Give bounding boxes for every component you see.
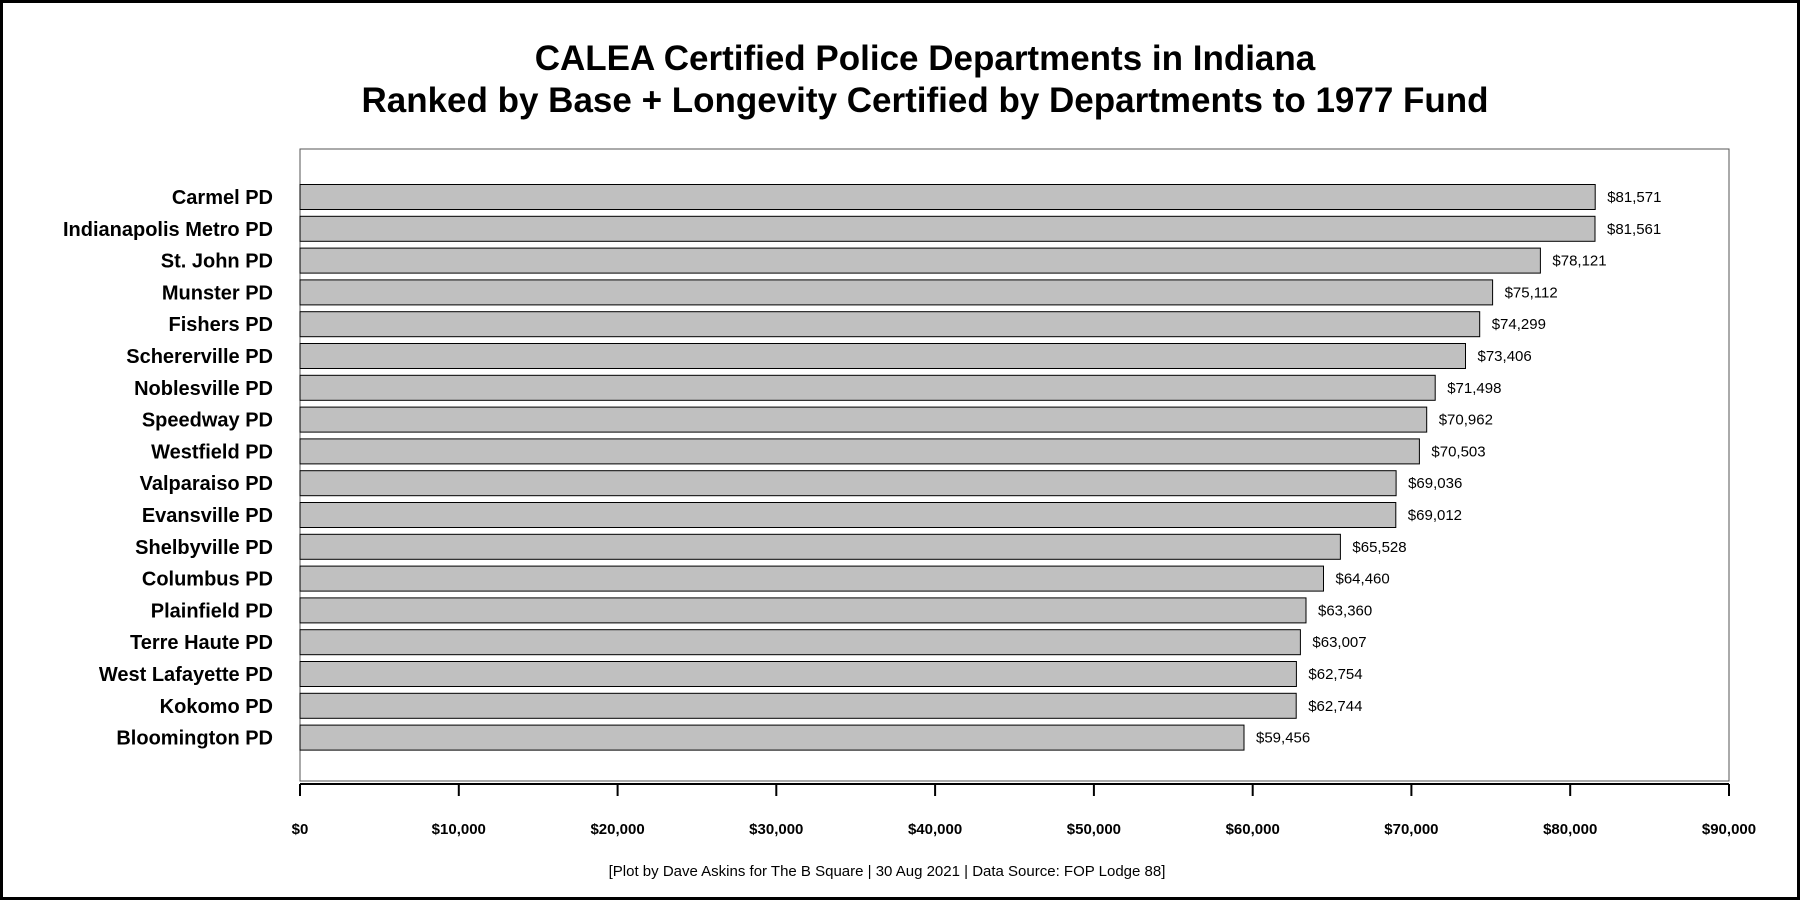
value-label: $81,571 [1607, 189, 1661, 206]
category-label: Munster PD [162, 282, 273, 304]
bar [299, 215, 1596, 242]
bar [299, 184, 1596, 210]
category-label: Columbus PD [142, 569, 273, 591]
bar [299, 311, 1481, 338]
value-label: $74,299 [1492, 316, 1546, 333]
value-label: $71,498 [1447, 380, 1501, 397]
bar [299, 692, 1297, 719]
plot-area [299, 148, 1730, 782]
bar [299, 533, 1341, 560]
category-label: Speedway PD [142, 410, 273, 432]
category-label: Schererville PD [126, 346, 273, 368]
x-tick-label: $0 [292, 821, 309, 838]
value-label: $70,962 [1439, 412, 1493, 429]
bars-group: Carmel PD $81,571 Indianapolis Metro PD $81… [63, 184, 1661, 751]
x-tick-label: $60,000 [1226, 821, 1280, 838]
category-label: Carmel PD [172, 187, 273, 209]
value-label: $63,360 [1318, 602, 1372, 619]
x-tick-label: $10,000 [432, 821, 486, 838]
bar [299, 661, 1297, 687]
x-tick-label: $70,000 [1384, 821, 1438, 838]
category-label: Evansville PD [142, 505, 273, 527]
x-axis: $0 $10,000 $20,000 $30,000 $40,000 $50,000 $60… [292, 783, 1756, 838]
category-label: Kokomo PD [160, 696, 273, 718]
value-label: $63,007 [1312, 634, 1366, 651]
bar [299, 470, 1397, 497]
bar [299, 247, 1541, 274]
bar [299, 565, 1324, 592]
x-tick-label: $20,000 [590, 821, 644, 838]
bar [299, 343, 1466, 369]
value-label: $73,406 [1478, 348, 1532, 365]
category-label: Plainfield PD [151, 600, 273, 622]
value-label: $81,561 [1607, 221, 1661, 238]
bar [299, 724, 1245, 751]
bar [299, 438, 1420, 465]
value-label: $62,754 [1308, 666, 1362, 683]
value-label: $78,121 [1552, 253, 1606, 270]
category-label: Westfield PD [151, 441, 273, 463]
value-label: $75,112 [1505, 284, 1558, 301]
category-label: Noblesville PD [134, 378, 273, 400]
value-label: $64,460 [1336, 571, 1390, 588]
value-label: $70,503 [1431, 443, 1485, 460]
bar [299, 629, 1301, 656]
x-tick-label: $30,000 [749, 821, 803, 838]
chart-title: CALEA Certified Police Departments in In… [535, 39, 1316, 78]
category-label: Bloomington PD [116, 728, 273, 750]
category-label: Valparaiso PD [140, 473, 273, 495]
value-label: $69,012 [1408, 507, 1462, 524]
value-label: $69,036 [1408, 475, 1462, 492]
category-label: Fishers PD [169, 314, 273, 336]
x-tick-label: $80,000 [1543, 821, 1597, 838]
bar [299, 374, 1436, 401]
chart-subtitle: Ranked by Base + Longevity Certified by … [361, 81, 1488, 120]
bar-chart: CALEA Certified Police Departments in In… [63, 39, 1756, 880]
value-label: $59,456 [1256, 730, 1310, 747]
value-label: $65,528 [1352, 539, 1406, 556]
category-label: Terre Haute PD [130, 632, 273, 654]
x-tick-label: $40,000 [908, 821, 962, 838]
x-tick-label: $50,000 [1067, 821, 1121, 838]
source-note: [Plot by Dave Askins for The B Square | … [609, 863, 1166, 880]
category-label: Indianapolis Metro PD [63, 219, 273, 241]
bar [299, 279, 1494, 306]
bar [299, 502, 1397, 528]
category-label: St. John PD [161, 251, 273, 273]
bar [299, 406, 1428, 433]
category-label: West Lafayette PD [99, 664, 273, 686]
x-tick-label: $90,000 [1702, 821, 1756, 838]
category-label: Shelbyville PD [135, 537, 273, 559]
bar [299, 597, 1307, 624]
value-label: $62,744 [1308, 698, 1362, 715]
